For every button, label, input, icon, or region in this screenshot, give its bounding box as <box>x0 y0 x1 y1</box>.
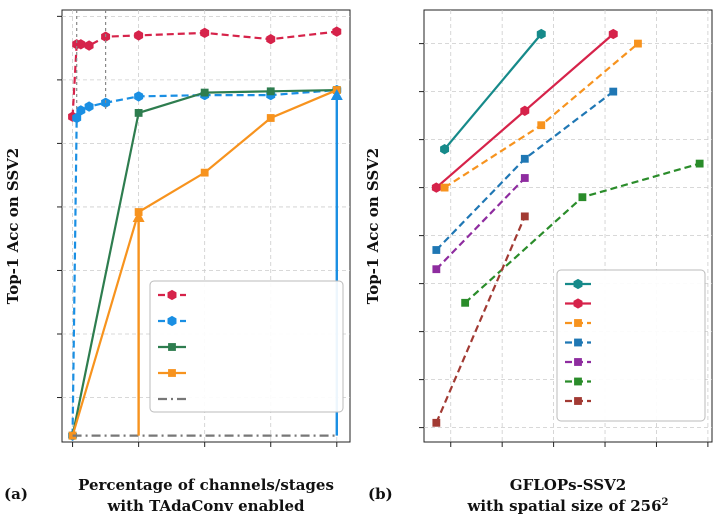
a-data-point <box>266 87 275 96</box>
a-data-point <box>332 26 342 37</box>
b-data-point <box>432 246 441 254</box>
b-legend-marker <box>574 338 582 347</box>
a-data-point <box>72 112 82 124</box>
a-data-point <box>200 27 210 39</box>
b-data-point <box>520 174 529 182</box>
a-data-point <box>200 88 209 97</box>
panel-b-xlabel-line2-text: with spatial size of 256 <box>467 497 662 515</box>
b-series-tada2d <box>431 28 618 193</box>
b-series-line <box>443 33 543 150</box>
a-data-point <box>266 34 276 45</box>
b-data-point <box>520 154 529 163</box>
b-data-point <box>461 298 470 307</box>
a-data-point <box>134 91 144 102</box>
b-legend-marker <box>574 358 582 366</box>
b-legend-marker <box>574 319 582 327</box>
panel-b-label: (b) <box>368 485 393 503</box>
b-data-point <box>432 418 441 427</box>
b-data-point <box>520 212 529 221</box>
panel-b-ticks <box>419 43 709 447</box>
panel-a-xlabel-line2: with TAdaConv enabled <box>106 497 305 515</box>
panel-a-ticks <box>57 15 338 447</box>
panel-b: Top-1 Acc on SSV2 GFLOPs-SSV2 with spati… <box>364 9 713 515</box>
b-data-point <box>695 159 704 168</box>
b-data-point <box>536 28 546 40</box>
b-data-point <box>432 265 441 274</box>
b-data-point <box>537 121 546 130</box>
panel-b-xlabel-line2-sup: 2 <box>662 497 669 508</box>
b-data-point <box>578 193 587 202</box>
a-data-point <box>134 109 143 117</box>
a-data-point <box>84 40 94 51</box>
a-legend-box <box>149 280 344 413</box>
panel-a-xlabel-line1: Percentage of channels/stages <box>78 476 334 494</box>
a-min-arrow-head <box>132 211 145 223</box>
b-series-line <box>435 177 526 270</box>
b-legend-box <box>556 269 706 422</box>
a-legend-marker <box>168 343 176 351</box>
a-full-arrow-head <box>330 89 343 101</box>
a-data-point <box>68 431 77 440</box>
b-series-tanet <box>432 87 618 254</box>
panel-a-legend <box>149 280 344 413</box>
a-data-point <box>84 101 94 112</box>
panel-a-label: (a) <box>4 485 28 503</box>
b-data-point <box>634 39 642 48</box>
b-legend-marker <box>574 377 582 386</box>
b-data-point <box>440 144 450 155</box>
a-data-point <box>200 168 209 177</box>
a-legend-marker <box>167 289 177 301</box>
b-data-point <box>609 87 618 96</box>
b-legend-marker <box>573 298 583 309</box>
panel-a: Top-1 Acc on SSV2 Percentage of channels… <box>4 9 351 515</box>
b-series-tadaconvnext <box>440 28 546 155</box>
panel-b-xlabel-line1: GFLOPs-SSV2 <box>510 476 626 494</box>
panel-b-xlabel-line2: with spatial size of 2562 <box>467 497 669 515</box>
b-series-tsm <box>432 212 529 427</box>
b-data-point <box>431 182 441 193</box>
b-series-smallbig <box>461 159 704 307</box>
b-legend-marker <box>573 278 583 290</box>
b-data-point <box>440 183 449 192</box>
panel-a-ylabel: Top-1 Acc on SSV2 <box>4 148 22 305</box>
b-legend-marker <box>574 397 582 405</box>
b-series-stm <box>432 174 529 274</box>
b-data-point <box>520 105 530 116</box>
panel-b-legend <box>556 269 706 422</box>
a-data-point <box>76 39 86 50</box>
panel-b-plot-area <box>431 28 704 427</box>
b-series-line <box>435 215 526 424</box>
a-data-point <box>134 30 144 41</box>
a-legend-marker <box>168 369 176 377</box>
a-data-point <box>76 105 86 116</box>
panel-b-ylabel: Top-1 Acc on SSV2 <box>364 148 382 305</box>
a-legend-marker <box>167 315 177 327</box>
b-series-tdn <box>440 39 642 192</box>
b-data-point <box>608 28 618 40</box>
a-data-point <box>266 114 275 122</box>
